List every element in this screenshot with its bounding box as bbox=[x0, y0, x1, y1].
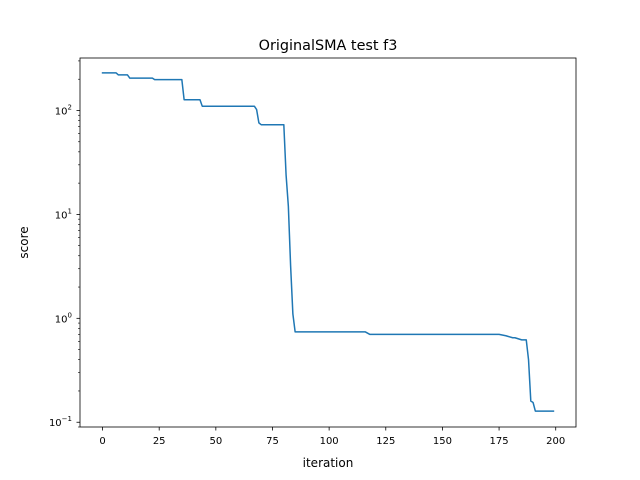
chart-title: OriginalSMA test f3 bbox=[259, 38, 398, 54]
x-tick-label: 200 bbox=[546, 436, 565, 447]
plot-area bbox=[101, 72, 555, 412]
y-tick-label: 10−1 bbox=[49, 415, 72, 429]
y-axis-label: score bbox=[17, 226, 31, 258]
x-tick-label: 25 bbox=[153, 436, 166, 447]
axes-frame bbox=[79, 57, 577, 428]
x-axis-label: iteration bbox=[303, 456, 354, 470]
y-tick-label: 102 bbox=[55, 103, 72, 117]
x-tick-label: 125 bbox=[376, 436, 395, 447]
y-tick-label: 101 bbox=[55, 207, 72, 221]
series-line-0 bbox=[101, 72, 555, 412]
y-tick-label: 100 bbox=[55, 311, 72, 325]
x-tick-label: 100 bbox=[320, 436, 339, 447]
x-tick-label: 50 bbox=[209, 436, 222, 447]
x-tick-label: 150 bbox=[433, 436, 452, 447]
x-axis: 0 25 50 75 100 125 150 175 200 bbox=[99, 427, 565, 447]
y-axis: 10−1 100 101 102 bbox=[49, 60, 80, 429]
x-tick-label: 175 bbox=[490, 436, 509, 447]
x-tick-label: 0 bbox=[99, 436, 105, 447]
x-tick-label: 75 bbox=[266, 436, 279, 447]
